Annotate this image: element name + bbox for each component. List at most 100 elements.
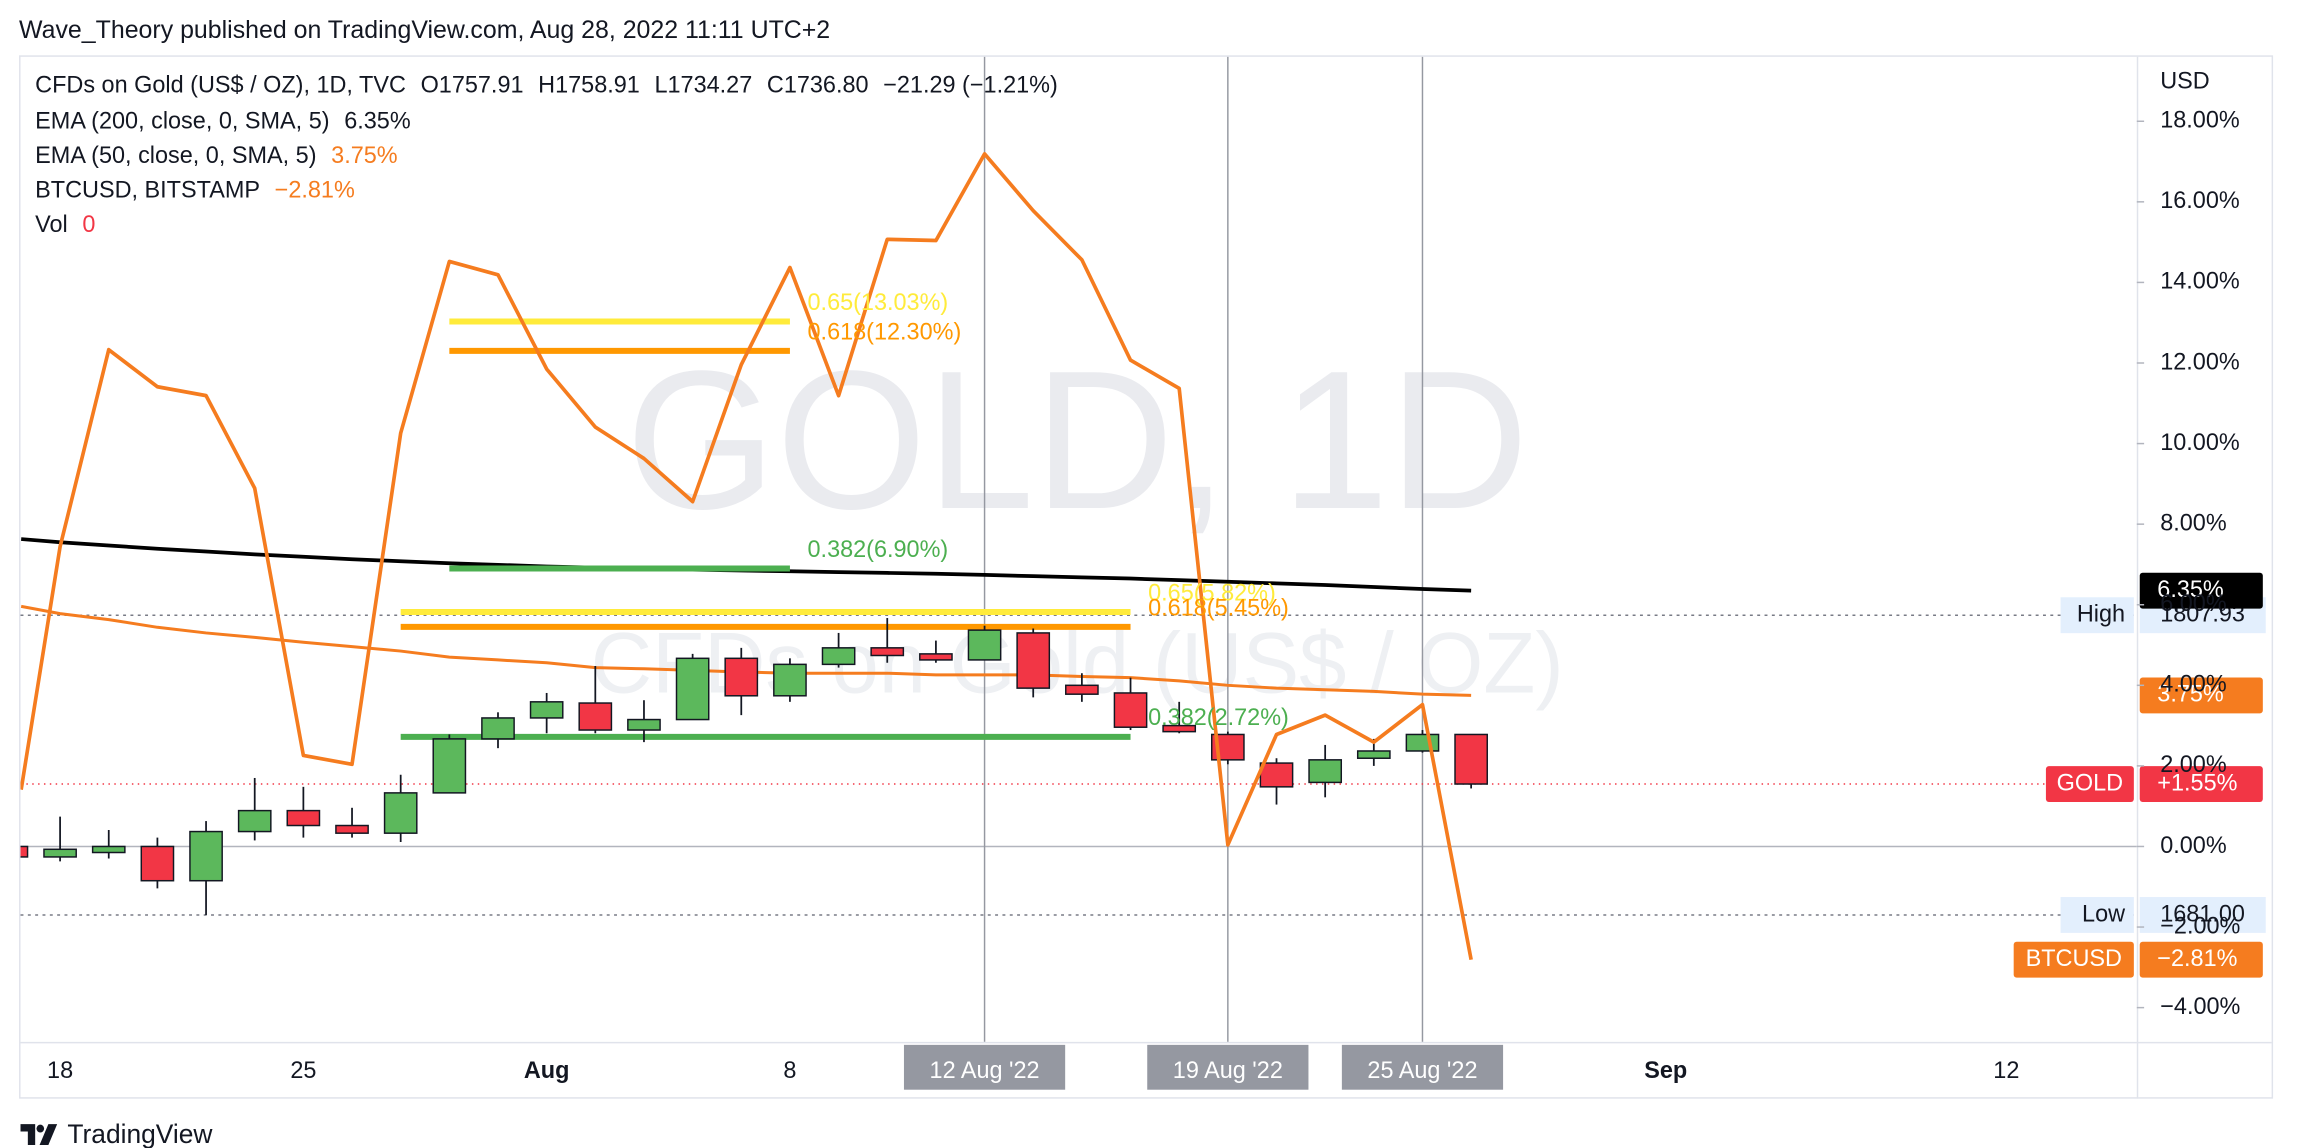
price-line-name: High	[2077, 601, 2125, 627]
fib-label: 0.618(5.45%)	[1148, 595, 1289, 621]
candle-body	[481, 717, 515, 740]
legend-name: BTCUSD, BITSTAMP	[35, 177, 260, 203]
chart-frame	[19, 55, 2274, 1099]
candle-body	[578, 702, 613, 731]
fib-label: 0.382(6.90%)	[808, 537, 949, 563]
candle-body	[432, 738, 467, 794]
price-badge-label: 6.35%	[2157, 577, 2223, 603]
price-line-name: Low	[2082, 901, 2126, 927]
y-tick-label: 6.00%	[2160, 591, 2226, 617]
y-tick-label: 4.00%	[2160, 671, 2226, 697]
series-line	[20, 152, 1473, 961]
candle-body	[189, 830, 223, 882]
legend-name: Vol	[35, 212, 68, 238]
candle-body	[675, 657, 710, 721]
fib-label: 0.65(5.82%)	[1148, 580, 1276, 606]
name-badge-label: GOLD	[2057, 770, 2123, 796]
legend-name: EMA (200, close, 0, SMA, 5)	[35, 109, 329, 135]
candle-body	[627, 718, 661, 731]
legend-entry: EMA (50, close, 0, SMA, 5) 3.75%	[35, 143, 397, 169]
candle-body	[1405, 733, 1440, 752]
x-tick-label: Sep	[1644, 1058, 1687, 1084]
x-tick-label: Aug	[524, 1058, 570, 1084]
candle-body	[1162, 724, 1197, 733]
name-badge	[2013, 941, 2134, 978]
candle-body	[1259, 762, 1294, 788]
date-tag	[1341, 1044, 1504, 1090]
x-tick-label: 8	[783, 1058, 796, 1084]
candle-body	[529, 701, 564, 719]
price-badge	[2139, 941, 2263, 978]
watermark-title: GOLD, 1D	[626, 330, 1529, 550]
legend-value: 6.35%	[344, 109, 410, 135]
candle-body	[870, 647, 905, 657]
legend-symbol: CFDs on Gold (US$ / OZ), 1D, TVC O1757.91…	[35, 73, 1058, 99]
legend-entry: EMA (200, close, 0, SMA, 5) 6.35%	[35, 109, 411, 135]
candle-body	[1113, 692, 1148, 728]
date-tag-label: 12 Aug '22	[930, 1058, 1040, 1084]
y-tick-label: 16.00%	[2160, 188, 2240, 214]
price-badge	[2139, 677, 2263, 714]
y-tick-label: 2.00%	[2160, 752, 2226, 778]
price-line-value: 1681.00	[2160, 901, 2245, 927]
footer-brand: TradingView	[67, 1119, 213, 1148]
ohlc: O1757.91	[421, 73, 524, 99]
candle-body	[821, 647, 856, 666]
legend: CFDs on Gold (US$ / OZ), 1D, TVC O1757.91…	[35, 73, 1058, 238]
candle-body	[286, 809, 321, 827]
fib-label: 0.618(12.30%)	[808, 319, 962, 345]
candle-body	[967, 629, 1002, 661]
candle-body	[20, 845, 29, 858]
date-tag	[903, 1044, 1066, 1090]
y-tick-label: −4.00%	[2160, 994, 2240, 1020]
fib-label: 0.65(13.03%)	[808, 290, 949, 316]
price-badge	[2139, 572, 2263, 609]
candle-body	[140, 845, 175, 882]
price-badge-label: −2.81%	[2157, 946, 2237, 972]
date-tag-label: 25 Aug '22	[1367, 1058, 1477, 1084]
candle-body	[724, 657, 759, 697]
ohlc: C1736.80	[767, 73, 869, 99]
ohlc: H1758.91	[538, 73, 640, 99]
ohlc: L1734.27	[654, 73, 752, 99]
y-tick-label: 14.00%	[2160, 269, 2240, 295]
candle-body	[1356, 750, 1391, 759]
legend-name: EMA (50, close, 0, SMA, 5)	[35, 143, 316, 169]
candle-body	[43, 848, 77, 858]
symbol: CFDs on Gold (US$ / OZ), 1D, TVC	[35, 73, 406, 99]
candle-body	[1308, 759, 1343, 784]
name-badge	[2045, 766, 2134, 802]
candle-body	[1016, 632, 1051, 689]
legend-value: −2.81%	[275, 177, 355, 203]
fib-label: 0.382(2.72%)	[1148, 705, 1289, 731]
x-tick-label: 12	[1993, 1058, 2019, 1084]
name-badge-label: BTCUSD	[2026, 946, 2122, 972]
candle-body	[335, 824, 369, 834]
candle-body	[919, 653, 953, 661]
candle-body	[773, 663, 807, 697]
price-line-tag	[2060, 597, 2134, 634]
currency-label: USD	[2160, 68, 2209, 94]
legend-entry: BTCUSD, BITSTAMP −2.81%	[35, 177, 355, 203]
y-tick-label: −2.00%	[2160, 913, 2240, 939]
logo	[20, 1124, 58, 1146]
candle-body	[383, 792, 418, 834]
plot-area	[20, 56, 2137, 1042]
y-tick-label: 12.00%	[2160, 349, 2240, 375]
candle-body	[91, 845, 126, 854]
candle-body	[1454, 733, 1488, 785]
price-line-tag	[2060, 897, 2134, 933]
price-line-value-tag	[2139, 897, 2266, 933]
candle-body	[1065, 684, 1099, 695]
logo-icon	[20, 1124, 58, 1146]
price-badge	[2139, 766, 2263, 802]
x-tick-label: 18	[47, 1058, 73, 1084]
date-tag	[1147, 1044, 1309, 1090]
legend-value: 0	[82, 212, 95, 238]
price-badge-label: 3.75%	[2157, 681, 2223, 707]
change: −21.29 (−1.21%)	[883, 73, 1058, 99]
watermark: GOLD, 1D CFDs on Gold (US$ / OZ)	[591, 330, 1564, 711]
price-badge-label: +1.55%	[2157, 770, 2237, 796]
legend-entry: Vol 0	[35, 212, 95, 238]
